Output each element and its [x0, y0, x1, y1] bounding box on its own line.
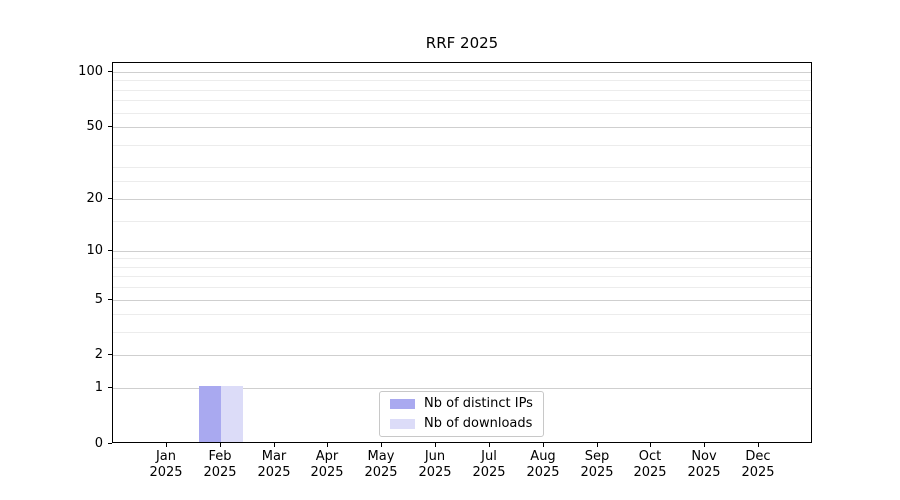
y-tick-label: 20 [86, 191, 103, 206]
y-tick-mark [108, 299, 112, 300]
legend-row-distinct-ips: Nb of distinct IPs [390, 396, 535, 413]
x-tick-label: Jun 2025 [418, 449, 452, 480]
y-tick-label: 0 [94, 436, 103, 451]
grid-line-minor [113, 267, 811, 268]
x-tick-label: Oct 2025 [633, 449, 667, 480]
x-tick-mark [381, 443, 382, 447]
legend-swatch-downloads [390, 419, 415, 429]
grid-line-major [113, 300, 811, 301]
y-tick-mark [108, 126, 112, 127]
x-tick-mark [435, 443, 436, 447]
x-tick-mark [327, 443, 328, 447]
grid-line-major [113, 72, 811, 73]
grid-line-minor [113, 287, 811, 288]
x-tick-mark [704, 443, 705, 447]
y-tick-label: 1 [94, 380, 103, 395]
legend-label-downloads: Nb of downloads [424, 416, 533, 431]
x-tick-mark [166, 443, 167, 447]
legend-label-distinct-ips: Nb of distinct IPs [424, 396, 533, 411]
grid-line-minor [113, 258, 811, 259]
y-tick-mark [108, 387, 112, 388]
x-tick-mark [543, 443, 544, 447]
grid-line-major [113, 127, 811, 128]
legend-swatch-distinct-ips [390, 399, 415, 409]
y-tick-label: 50 [86, 119, 103, 134]
y-tick-label: 2 [94, 347, 103, 362]
x-tick-mark [274, 443, 275, 447]
grid-line-minor [113, 276, 811, 277]
x-tick-label: Aug 2025 [526, 449, 560, 480]
x-tick-mark [650, 443, 651, 447]
bar-downloads [221, 386, 243, 442]
grid-line-major [113, 355, 811, 356]
y-tick-mark [108, 354, 112, 355]
grid-line-minor [113, 167, 811, 168]
chart-title: RRF 2025 [425, 34, 499, 52]
y-tick-label: 5 [94, 292, 103, 307]
x-tick-label: Nov 2025 [687, 449, 721, 480]
x-tick-mark [597, 443, 598, 447]
x-tick-label: Dec 2025 [741, 449, 775, 480]
y-tick-label: 100 [78, 64, 103, 79]
x-tick-label: Jul 2025 [472, 449, 506, 480]
grid-line-minor [113, 80, 811, 81]
grid-line-major [113, 388, 811, 389]
grid-line-minor [113, 100, 811, 101]
x-tick-label: Feb 2025 [203, 449, 237, 480]
y-tick-mark [108, 198, 112, 199]
x-tick-label: Sep 2025 [580, 449, 614, 480]
legend: Nb of distinct IPs Nb of downloads [379, 391, 544, 437]
bar-distinct-ips [199, 386, 221, 442]
x-tick-label: Mar 2025 [257, 449, 291, 480]
grid-line-major [113, 251, 811, 252]
plot-area [112, 62, 812, 443]
grid-line-minor [113, 145, 811, 146]
x-tick-mark [220, 443, 221, 447]
grid-line-minor [113, 314, 811, 315]
grid-line-major [113, 199, 811, 200]
y-tick-mark [108, 71, 112, 72]
x-tick-mark [758, 443, 759, 447]
y-tick-label: 10 [86, 243, 103, 258]
legend-row-downloads: Nb of downloads [390, 416, 535, 433]
x-tick-mark [489, 443, 490, 447]
grid-line-minor [113, 332, 811, 333]
y-tick-mark [108, 250, 112, 251]
grid-line-minor [113, 90, 811, 91]
x-tick-label: Jan 2025 [149, 449, 183, 480]
grid-line-minor [113, 181, 811, 182]
x-tick-label: Apr 2025 [310, 449, 344, 480]
x-tick-label: May 2025 [364, 449, 398, 480]
y-tick-mark [108, 443, 112, 444]
grid-line-minor [113, 113, 811, 114]
grid-line-minor [113, 221, 811, 222]
